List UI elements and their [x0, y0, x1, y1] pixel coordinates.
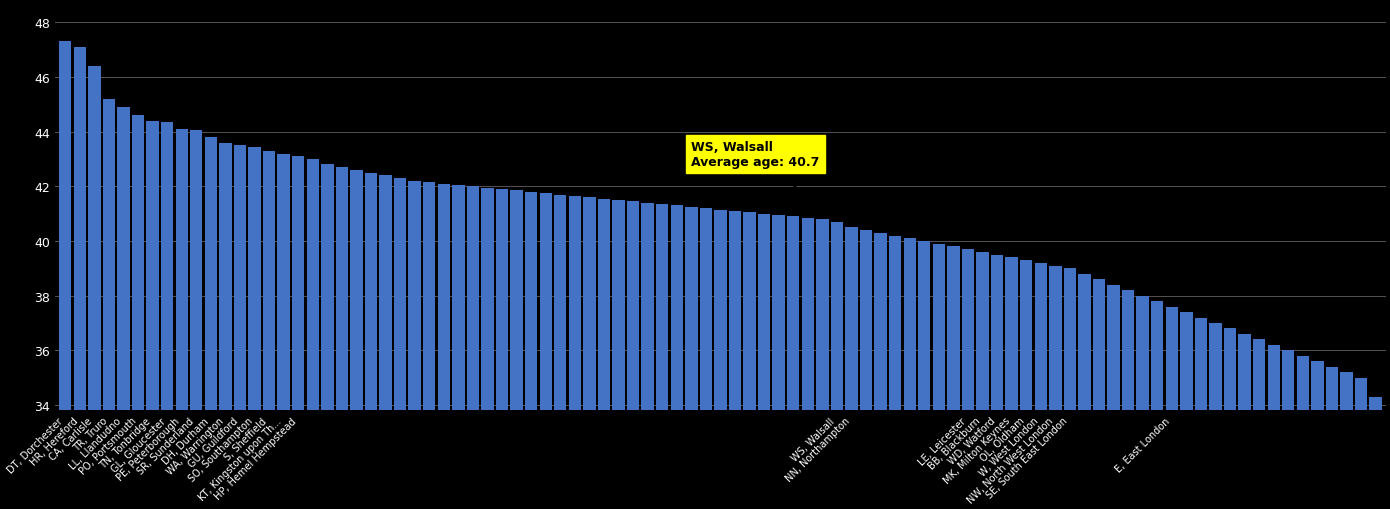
Bar — [190, 131, 203, 509]
Bar — [1369, 397, 1382, 509]
Bar — [161, 123, 174, 509]
Bar — [88, 67, 100, 509]
Bar — [307, 160, 318, 509]
Bar — [58, 42, 71, 509]
Bar — [1268, 345, 1280, 509]
Bar — [423, 183, 435, 509]
Bar — [641, 203, 653, 509]
Bar — [1252, 340, 1265, 509]
Bar — [249, 148, 261, 509]
Bar — [1297, 356, 1309, 509]
Bar — [1034, 263, 1047, 509]
Text: WS, Walsall
Average age: 40.7: WS, Walsall Average age: 40.7 — [691, 140, 833, 219]
Bar — [598, 199, 610, 509]
Bar — [627, 202, 639, 509]
Bar — [220, 144, 232, 509]
Bar — [510, 191, 523, 509]
Bar — [845, 228, 858, 509]
Bar — [1326, 367, 1339, 509]
Bar — [1020, 261, 1033, 509]
Bar — [860, 231, 873, 509]
Bar — [991, 255, 1004, 509]
Bar — [728, 211, 741, 509]
Bar — [714, 210, 727, 509]
Bar — [816, 220, 828, 509]
Bar — [74, 48, 86, 509]
Bar — [933, 244, 945, 509]
Bar — [656, 205, 669, 509]
Bar — [831, 222, 844, 509]
Bar — [1311, 361, 1323, 509]
Bar — [1108, 285, 1120, 509]
Bar — [962, 250, 974, 509]
Bar — [1238, 334, 1251, 509]
Bar — [481, 188, 493, 509]
Bar — [1049, 266, 1062, 509]
Bar — [569, 196, 581, 509]
Bar — [917, 241, 930, 509]
Bar — [744, 213, 756, 509]
Bar — [758, 214, 770, 509]
Bar — [699, 209, 712, 509]
Bar — [496, 190, 509, 509]
Bar — [773, 216, 785, 509]
Bar — [1223, 329, 1236, 509]
Bar — [1063, 269, 1076, 509]
Bar — [1195, 318, 1207, 509]
Bar — [132, 116, 145, 509]
Bar — [409, 182, 421, 509]
Bar — [874, 233, 887, 509]
Bar — [1093, 279, 1105, 509]
Bar — [1079, 274, 1091, 509]
Bar — [234, 146, 246, 509]
Bar — [117, 108, 129, 509]
Bar — [802, 218, 815, 509]
Bar — [1151, 301, 1163, 509]
Bar — [438, 184, 450, 509]
Bar — [175, 130, 188, 509]
Bar — [1005, 258, 1017, 509]
Bar — [1209, 323, 1222, 509]
Bar — [525, 192, 538, 509]
Bar — [787, 217, 799, 509]
Bar — [890, 236, 901, 509]
Bar — [278, 154, 291, 509]
Bar — [539, 194, 552, 509]
Bar — [904, 239, 916, 509]
Bar — [555, 195, 567, 509]
Bar — [103, 100, 115, 509]
Bar — [1137, 296, 1150, 509]
Bar — [1355, 378, 1368, 509]
Bar — [947, 247, 959, 509]
Bar — [321, 165, 334, 509]
Bar — [204, 138, 217, 509]
Bar — [364, 173, 377, 509]
Bar — [292, 157, 304, 509]
Bar — [976, 252, 988, 509]
Bar — [1122, 291, 1134, 509]
Bar — [1166, 307, 1177, 509]
Bar — [146, 122, 158, 509]
Bar — [467, 187, 480, 509]
Bar — [263, 152, 275, 509]
Bar — [336, 168, 348, 509]
Bar — [670, 206, 682, 509]
Bar — [685, 207, 698, 509]
Bar — [613, 201, 624, 509]
Bar — [584, 198, 595, 509]
Bar — [393, 179, 406, 509]
Bar — [452, 186, 464, 509]
Bar — [1180, 313, 1193, 509]
Bar — [1282, 351, 1294, 509]
Bar — [1340, 373, 1352, 509]
Bar — [350, 171, 363, 509]
Bar — [379, 176, 392, 509]
